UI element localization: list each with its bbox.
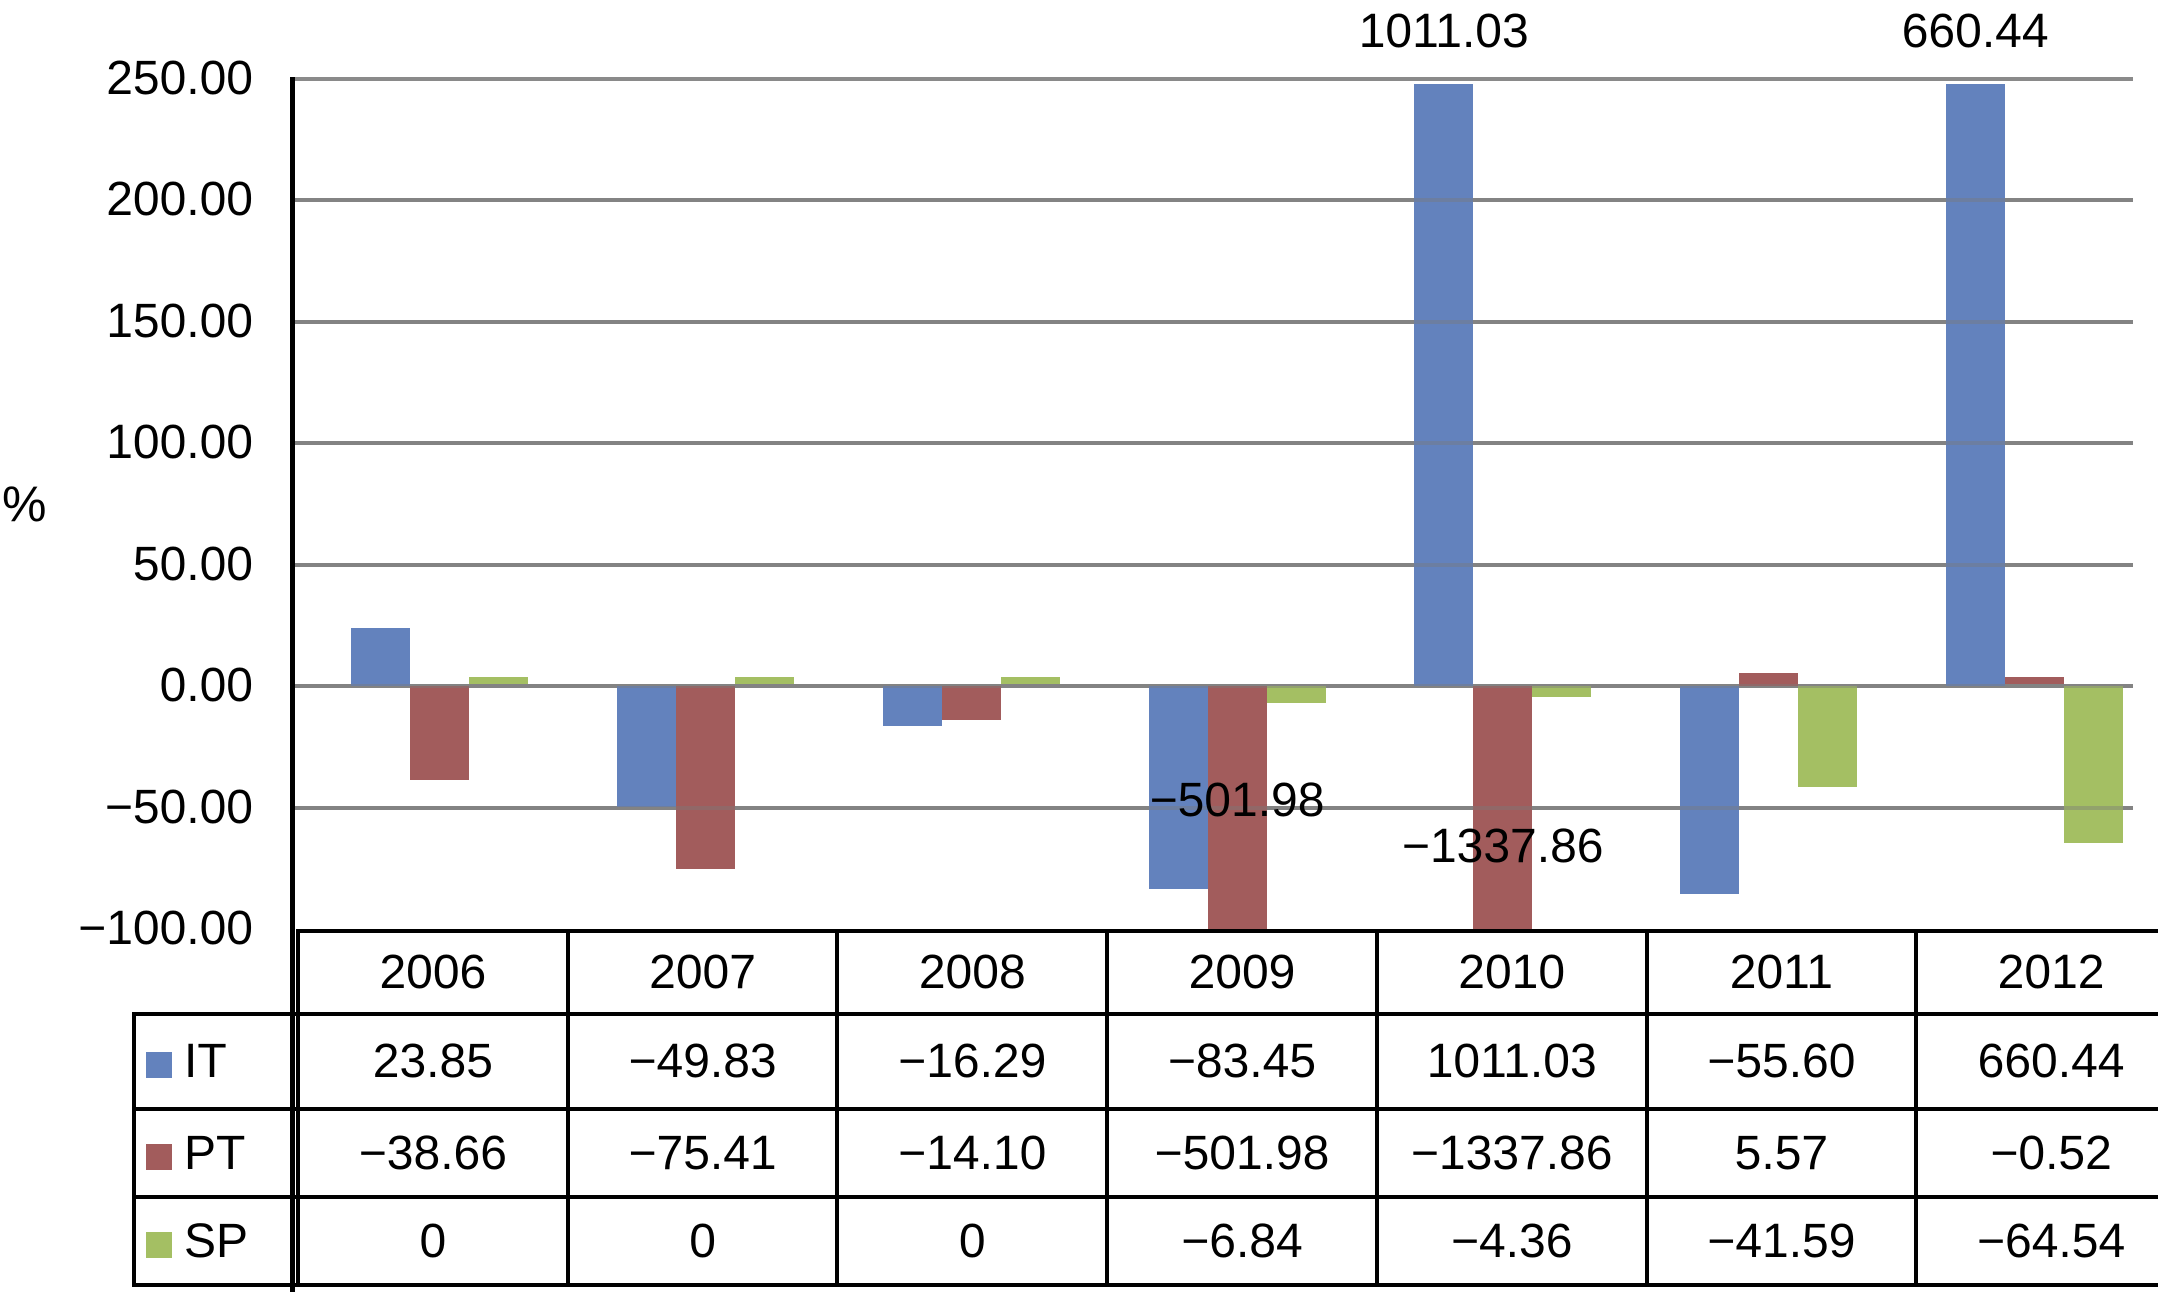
legend-swatch-sp-icon: [146, 1231, 172, 1258]
legend-label: IT: [184, 1035, 227, 1088]
table-value-PT-2007: −75.41: [565, 1107, 840, 1199]
table-value-PT-2006: −38.66: [296, 1107, 570, 1199]
gridline-100: [294, 441, 2133, 446]
table-value-PT-2008: −14.10: [835, 1107, 1110, 1199]
y-tick-label: 50.00: [132, 537, 253, 591]
legend-label: PT: [184, 1126, 246, 1180]
table-value-SP-2008: 0: [835, 1195, 1110, 1287]
table-year-header: 2008: [835, 929, 1110, 1016]
legend-swatch-pt-icon: [146, 1143, 172, 1170]
table-value-SP-2010: −4.36: [1374, 1195, 1649, 1287]
table-value-IT-2006: 23.85: [296, 1012, 570, 1111]
y-tick-label: −50.00: [104, 780, 253, 834]
bar-SP-2009: [1266, 686, 1326, 703]
table-value-PT-2011: 5.57: [1644, 1107, 1919, 1199]
table-value-SP-2009: −6.84: [1105, 1195, 1379, 1287]
table-year-header: 2007: [565, 929, 840, 1016]
table-value-IT-2007: −49.83: [565, 1012, 840, 1111]
data-label-PT-2009: −501.98: [1149, 774, 1325, 827]
table-year-header: 2012: [1914, 929, 2158, 1016]
table-year-header: 2011: [1644, 929, 1919, 1016]
table-value-SP-2007: 0: [565, 1195, 840, 1287]
bar-PT-2010: [1473, 686, 1533, 929]
table-year-header: 2010: [1374, 929, 1649, 1016]
bar-SP-2006: [469, 677, 529, 685]
bar-SP-2007: [735, 677, 795, 685]
y-axis-line: [290, 77, 295, 1292]
bar-PT-2007: [676, 686, 736, 870]
bar-PT-2008: [941, 686, 1001, 721]
bar-IT-2009: [1148, 686, 1208, 889]
table-value-IT-2009: −83.45: [1105, 1012, 1379, 1111]
legend-cell-SP: SP: [132, 1195, 300, 1287]
table-corner-blank: [134, 931, 298, 1014]
gridline-overlay-0: [294, 684, 2133, 689]
data-label-PT-2010: −1337.86: [1401, 820, 1604, 873]
gridline-overlay-200: [294, 198, 2133, 203]
y-tick-label: 200.00: [106, 173, 253, 227]
table-value-SP-2006: 0: [296, 1195, 570, 1287]
gridline-overlay-100: [294, 441, 2133, 446]
bar-SP-2011: [1797, 686, 1857, 788]
y-tick-label: 0.00: [159, 659, 253, 713]
bar-IT-2008: [882, 686, 942, 726]
bar-SP-2012: [2063, 686, 2123, 843]
bar-PT-2012: [2004, 677, 2064, 685]
table-year-header: 2009: [1105, 929, 1379, 1016]
bar-IT-2006: [351, 628, 411, 687]
bar-SP-2010: [1532, 686, 1592, 697]
legend-swatch-it-icon: [146, 1052, 172, 1078]
table-value-SP-2011: −41.59: [1644, 1195, 1919, 1287]
table-year-header: 2006: [296, 929, 570, 1016]
y-tick-label: −100.00: [78, 902, 253, 955]
gridline-150: [294, 319, 2133, 324]
legend-cell-IT: IT: [132, 1012, 300, 1111]
gridline-overlay-50: [294, 562, 2133, 567]
table-value-IT-2010: 1011.03: [1374, 1012, 1649, 1111]
bar-SP-2008: [1000, 677, 1060, 685]
table-value-PT-2010: −1337.86: [1374, 1107, 1649, 1199]
bar-IT-2011: [1679, 686, 1739, 894]
gridline-200: [294, 198, 2133, 203]
table-value-IT-2008: −16.29: [835, 1012, 1110, 1111]
y-axis-title: %: [2, 476, 47, 532]
data-label-IT-2012: 660.44: [1901, 5, 2049, 58]
gridline-overlay-150: [294, 319, 2133, 324]
chart-data-table: 2006 2007 2008 2009 2010 2011 2012 IT 23.85 −49.8…: [132, 929, 2158, 1287]
gridline-50: [294, 562, 2133, 567]
bar-IT-2007: [617, 686, 677, 808]
bar-IT-2010: [1414, 84, 1474, 687]
bar-PT-2009: [1207, 686, 1267, 929]
legend-label: SP: [184, 1214, 249, 1268]
table-value-IT-2011: −55.60: [1644, 1012, 1919, 1111]
bar-PT-2011: [1738, 672, 1798, 687]
bar-PT-2006: [410, 686, 470, 781]
gridline-250: [294, 77, 2133, 81]
bar-IT-2012: [1945, 84, 2005, 687]
legend-cell-PT: PT: [132, 1107, 300, 1199]
table-value-SP-2012: −64.54: [1914, 1195, 2158, 1287]
y-tick-label: 150.00: [106, 294, 253, 348]
table-value-PT-2009: −501.98: [1105, 1107, 1379, 1199]
data-label-IT-2010: 1011.03: [1358, 5, 1529, 58]
gridline-overlay--50: [294, 805, 2133, 810]
y-tick-label: 100.00: [106, 416, 253, 470]
y-tick-label: 250.00: [106, 52, 253, 105]
table-value-PT-2012: −0.52: [1914, 1107, 2158, 1199]
table-value-IT-2012: 660.44: [1914, 1012, 2158, 1111]
